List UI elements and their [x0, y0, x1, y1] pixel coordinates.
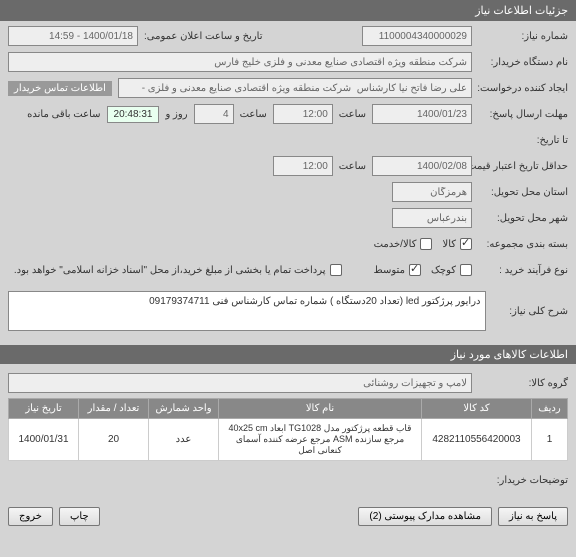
- time-label-1: ساعت: [339, 109, 366, 120]
- packing-radio-2[interactable]: [420, 238, 432, 250]
- th-name: نام کالا: [219, 399, 422, 419]
- creator-field: [118, 78, 472, 98]
- need-no-label: شماره نیاز:: [478, 31, 568, 42]
- td-code: 4282110556420003: [422, 419, 532, 461]
- buyer-org-field: [8, 52, 472, 72]
- process-label: نوع فرآیند خرید :: [478, 265, 568, 276]
- deadline-time: [273, 104, 333, 124]
- answer-button[interactable]: پاسخ به نیاز: [498, 507, 568, 526]
- packing-opt2-label: کالا/خدمت: [374, 239, 417, 250]
- goods-group-field: [8, 373, 472, 393]
- button-row: پاسخ به نیاز مشاهده مدارک پیوستی (2) چاپ…: [0, 499, 576, 534]
- announce-label: تاریخ و ساعت اعلان عمومی:: [144, 31, 263, 42]
- time-label-2: ساعت: [240, 109, 267, 120]
- need-no-field: [362, 26, 472, 46]
- min-valid-time: [273, 156, 333, 176]
- creator-label: ایجاد کننده درخواست:: [478, 83, 568, 94]
- contact-button[interactable]: اطلاعات تماس خریدار: [8, 81, 112, 96]
- td-idx: 1: [532, 419, 568, 461]
- announce-field: [8, 26, 138, 46]
- remain-label: ساعت باقی مانده: [27, 109, 100, 120]
- items-section-title: اطلاعات کالاهای مورد نیاز: [0, 345, 576, 364]
- desc-label: شرح کلی نیاز:: [492, 306, 569, 317]
- city-field: [392, 208, 472, 228]
- print-button[interactable]: چاپ: [59, 507, 100, 526]
- attachments-button[interactable]: مشاهده مدارک پیوستی (2): [358, 507, 492, 526]
- packing-opt1-label: کالا: [442, 239, 456, 250]
- to-date-label: تا تاریخ:: [478, 135, 568, 146]
- deadline-label: مهلت ارسال پاسخ:: [478, 109, 568, 120]
- th-unit: واحد شمارش: [149, 399, 219, 419]
- process-opt2-label: متوسط: [374, 265, 405, 276]
- days-remaining: [194, 104, 234, 124]
- buyer-notes-label: توضیحات خریدار:: [478, 475, 568, 486]
- items-table: ردیف کد کالا نام کالا واحد شمارش تعداد /…: [8, 398, 568, 461]
- process-radio-1[interactable]: [460, 264, 472, 276]
- process-radio-2[interactable]: [409, 264, 421, 276]
- process-opt1-label: کوچک: [431, 265, 456, 276]
- td-qty: 20: [79, 419, 149, 461]
- partial-pay-checkbox[interactable]: [330, 264, 342, 276]
- exit-button[interactable]: خروج: [8, 507, 53, 526]
- process-radio-group: کوچک متوسط: [374, 264, 472, 276]
- th-idx: ردیف: [532, 399, 568, 419]
- countdown: 20:48:31: [107, 106, 160, 123]
- partial-pay-label: پرداخت تمام یا بخشی از مبلغ خرید،از محل …: [14, 265, 326, 276]
- td-unit: عدد: [149, 419, 219, 461]
- min-valid-label: حداقل تاریخ اعتبار قیمت:: [478, 161, 568, 172]
- day-label: روز و: [165, 109, 187, 120]
- packing-label: بسته بندی مجموعه:: [478, 239, 568, 250]
- buyer-org-label: نام دستگاه خریدار:: [478, 57, 568, 68]
- min-valid-date: [372, 156, 472, 176]
- packing-radio-1[interactable]: [460, 238, 472, 250]
- goods-group-label: گروه کالا:: [478, 378, 568, 389]
- packing-radio-group: کالا کالا/خدمت: [374, 238, 472, 250]
- province-label: استان محل تحویل:: [478, 187, 568, 198]
- th-code: کد کالا: [422, 399, 532, 419]
- panel-header: جزئیات اطلاعات نیاز: [0, 0, 576, 21]
- time-label-3: ساعت: [339, 161, 366, 172]
- province-field: [392, 182, 472, 202]
- deadline-date: [372, 104, 472, 124]
- th-date: تاریخ نیاز: [9, 399, 79, 419]
- th-qty: تعداد / مقدار: [79, 399, 149, 419]
- table-row[interactable]: 1 4282110556420003 قاب قطعه پرژکتور مدل …: [9, 419, 568, 461]
- desc-field: درایور پرژکتور led (تعداد 20دستگاه ) شما…: [8, 291, 486, 331]
- td-name: قاب قطعه پرژکتور مدل TG1028 ابعاد 40x25 …: [219, 419, 422, 461]
- city-label: شهر محل تحویل:: [478, 213, 568, 224]
- td-date: 1400/01/31: [9, 419, 79, 461]
